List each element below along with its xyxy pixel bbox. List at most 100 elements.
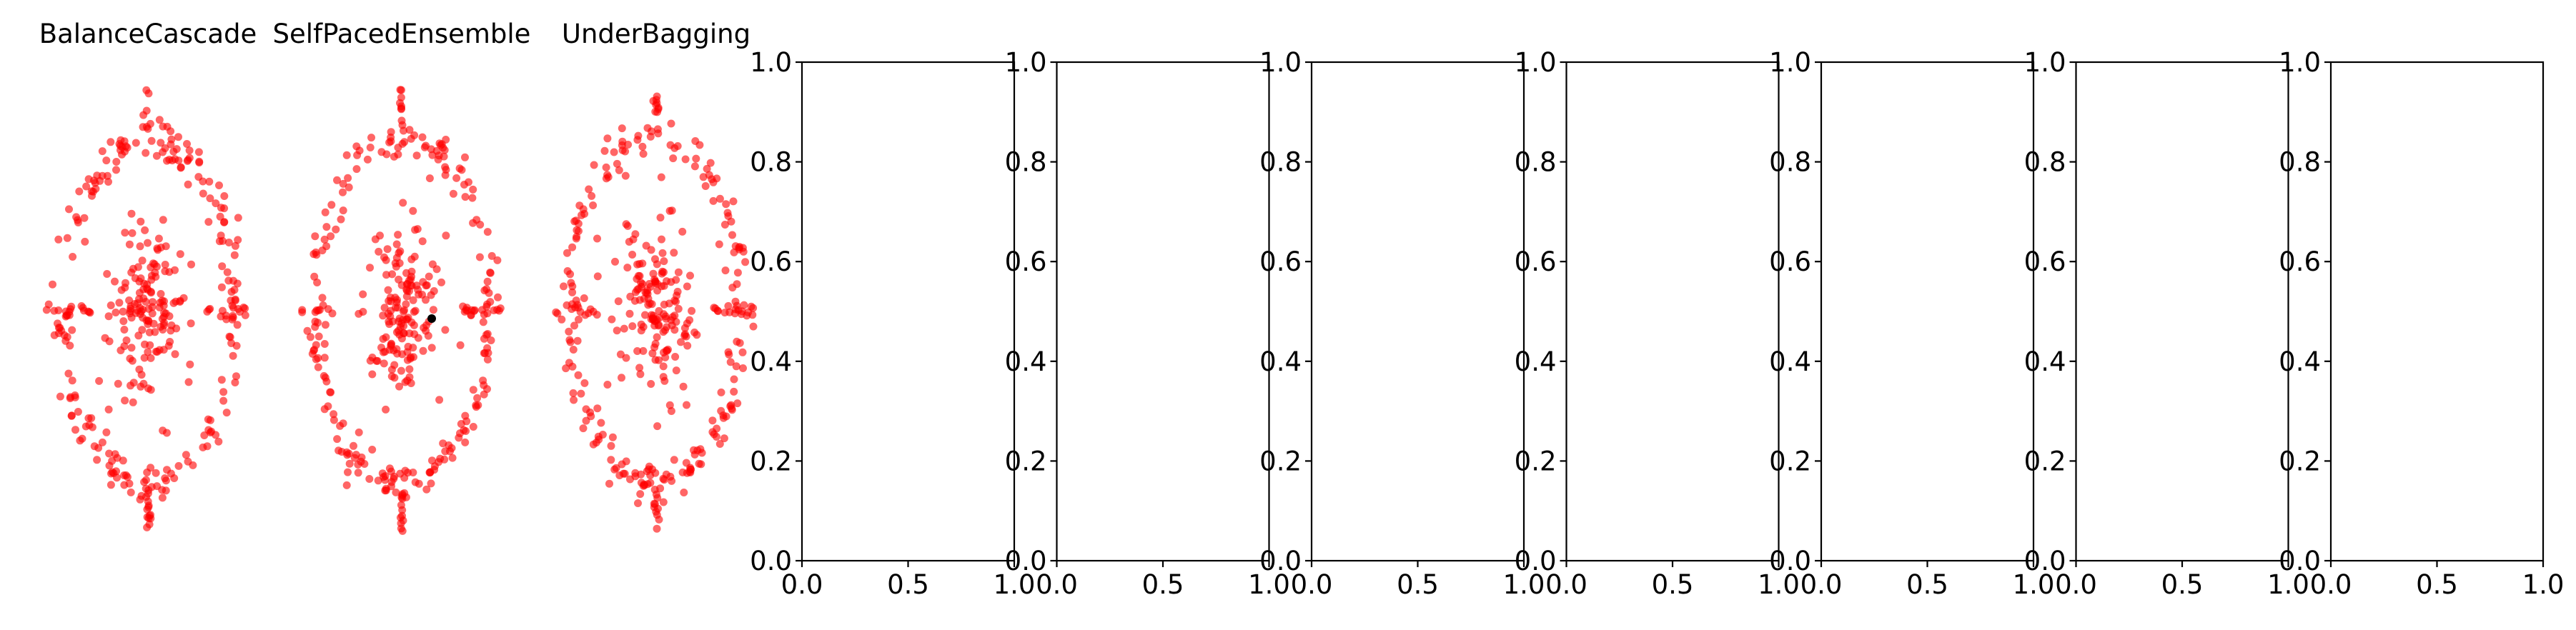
data-point: [659, 328, 668, 336]
data-point: [119, 456, 127, 465]
data-point: [109, 469, 118, 477]
data-point: [602, 163, 610, 171]
data-point: [339, 179, 347, 188]
x-tick-label: 1.0: [1758, 569, 1800, 600]
data-point: [648, 349, 657, 358]
data-point: [425, 174, 434, 183]
data-point: [412, 151, 421, 160]
data-point: [91, 184, 100, 193]
data-point: [120, 137, 129, 146]
data-point: [570, 396, 578, 404]
data-point: [653, 333, 661, 341]
data-point: [174, 156, 183, 165]
data-point: [333, 176, 341, 184]
data-point: [603, 171, 612, 179]
data-point: [310, 272, 319, 281]
data-point: [614, 297, 623, 306]
data-point: [643, 124, 652, 132]
data-point: [589, 201, 598, 209]
data-point: [469, 386, 477, 394]
data-point: [154, 234, 163, 243]
data-point: [314, 319, 322, 327]
x-tick-label: 0.5: [2161, 569, 2204, 600]
data-point: [385, 464, 394, 473]
data-point: [420, 143, 429, 151]
data-point: [653, 125, 662, 134]
data-point: [457, 420, 465, 428]
x-tick-label: 0.0: [1291, 569, 1333, 600]
data-point: [368, 370, 377, 379]
data-point: [322, 223, 331, 231]
data-point: [157, 323, 165, 331]
data-point: [597, 419, 605, 427]
data-point: [171, 350, 179, 359]
data-point: [494, 293, 502, 301]
data-point: [144, 384, 152, 393]
data-point: [388, 270, 397, 279]
data-point: [693, 331, 701, 339]
data-point: [231, 295, 239, 304]
data-point: [144, 320, 152, 329]
data-point: [405, 329, 414, 338]
data-point: [653, 422, 662, 431]
data-point: [184, 156, 192, 164]
data-point: [98, 438, 106, 446]
data-point: [616, 350, 625, 359]
data-point: [219, 388, 228, 396]
data-point: [371, 235, 380, 244]
data-point: [613, 326, 621, 335]
data-point: [685, 467, 694, 476]
data-point: [428, 151, 437, 159]
data-point: [608, 315, 616, 324]
data-point: [141, 226, 149, 234]
data-point: [647, 246, 655, 254]
data-point: [622, 220, 630, 229]
subplot-8: 0.0 0.2 0.4 0.6 0.8 1.0 0.0 0.5 1.0: [1769, 47, 2054, 600]
data-point: [460, 307, 469, 316]
data-point: [206, 304, 214, 313]
data-point: [677, 338, 685, 346]
data-point: [467, 311, 475, 319]
data-point: [613, 159, 621, 168]
data-point: [639, 149, 648, 158]
data-point: [68, 326, 76, 334]
data-point: [382, 271, 390, 279]
data-point: [475, 253, 484, 261]
data-point: [461, 411, 470, 420]
x-tick-label: 0.5: [887, 569, 929, 600]
data-point: [659, 362, 668, 371]
data-point: [366, 264, 374, 272]
data-point: [147, 263, 155, 271]
data-point: [140, 478, 149, 486]
data-point: [618, 124, 626, 133]
data-point: [441, 171, 450, 179]
y-tick-label: 0.8: [1769, 147, 1811, 178]
data-point: [217, 204, 225, 212]
data-point: [633, 275, 641, 283]
data-point: [137, 274, 145, 283]
data-point: [428, 456, 436, 465]
data-point: [82, 182, 91, 191]
data-point: [375, 247, 383, 256]
data-point: [336, 421, 345, 430]
data-point: [628, 251, 637, 259]
data-point: [67, 411, 76, 420]
y-tick-label: 0.0: [2279, 546, 2321, 576]
y-tick-label: 0.6: [1769, 246, 1811, 277]
data-point: [483, 228, 492, 236]
data-point: [145, 328, 154, 336]
data-point: [636, 490, 645, 499]
x-tick-label: 0.0: [1800, 569, 1843, 600]
data-point: [418, 291, 426, 299]
data-point: [660, 257, 668, 266]
data-point: [320, 235, 329, 244]
data-point: [381, 347, 390, 356]
data-point: [311, 232, 319, 241]
data-point: [579, 205, 588, 214]
data-point: [730, 375, 738, 384]
data-point: [735, 339, 744, 347]
data-point: [144, 124, 152, 133]
data-point: [655, 515, 663, 524]
data-point: [405, 126, 414, 134]
